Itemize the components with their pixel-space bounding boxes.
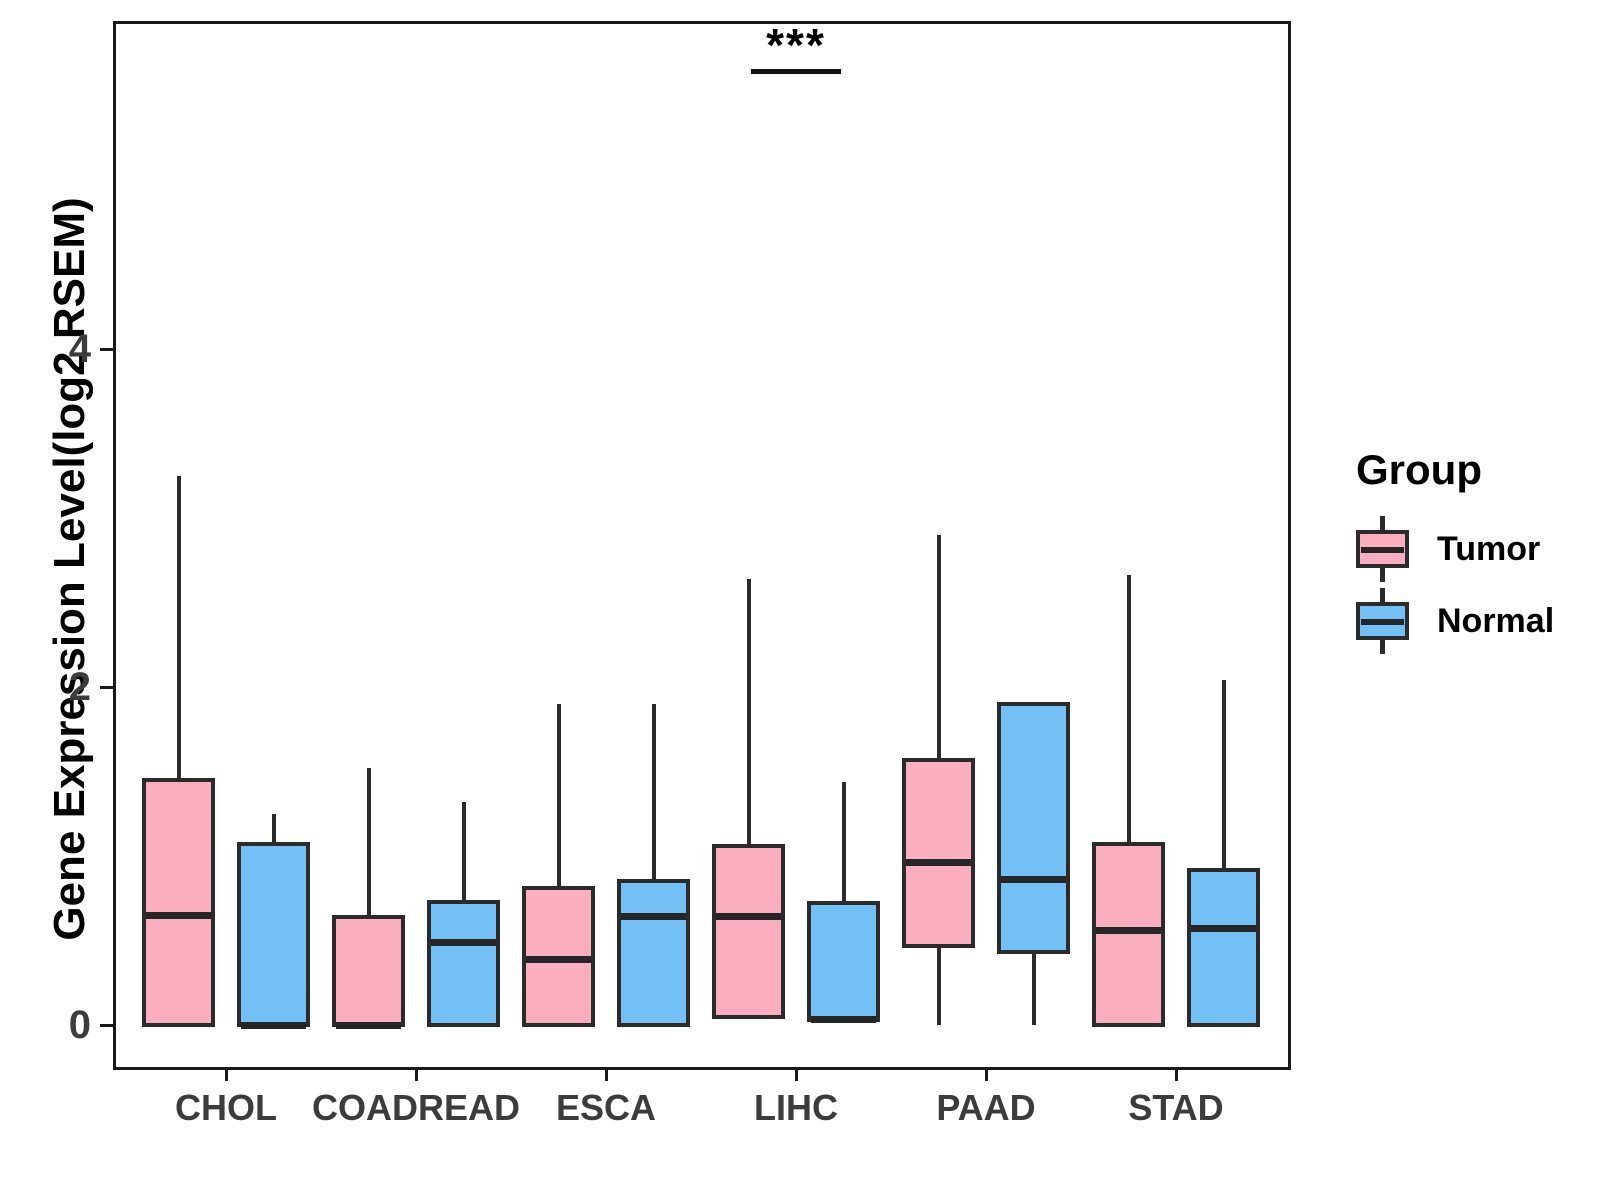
normal-box-CHOL [237,842,310,1027]
tumor-box-CHOL [142,777,215,1027]
y-tick-mark [100,1023,113,1027]
legend-key-median-icon [1361,619,1404,625]
normal-upper-whisker-CHOL [271,813,276,845]
tumor-upper-whisker-CHOL [176,475,181,780]
tumor-upper-whisker-LIHC [746,578,751,846]
normal-upper-whisker-LIHC [841,781,846,904]
significance-stars: *** [766,19,826,71]
tumor-median-LIHC [716,913,781,921]
normal-box-ESCA [617,879,690,1027]
x-tick-label: ESCA [555,1087,657,1128]
tumor-box-PAAD [902,757,975,948]
significance-bar [751,69,841,74]
legend-entry-normal: Normal [1356,588,1554,654]
x-tick-mark [224,1068,228,1081]
x-tick-label: CHOL [175,1087,277,1128]
legend-key-box-icon [1356,602,1409,640]
x-tick-mark [984,1068,988,1081]
tumor-median-COADREAD [336,1021,401,1029]
normal-lower-whisker-PAAD [1031,952,1036,1025]
x-tick-mark [604,1068,608,1081]
x-tick-label: COADREAD [311,1087,520,1128]
x-tick-label: STAD [1128,1087,1224,1128]
legend-label-normal: Normal [1437,601,1555,640]
x-tick-label: LIHC [754,1087,838,1128]
tumor-lower-whisker-PAAD [936,945,941,1025]
normal-box-STAD [1187,867,1260,1027]
tumor-box-COADREAD [332,914,405,1027]
normal-median-PAAD [1001,876,1066,884]
tumor-median-STAD [1096,926,1161,934]
tumor-median-CHOL [146,911,211,919]
normal-box-LIHC [807,901,880,1022]
legend-entry-tumor: Tumor [1356,516,1554,582]
legend-entries: Tumor Normal [1356,516,1554,654]
tumor-box-LIHC [712,843,785,1019]
normal-median-STAD [1191,925,1256,933]
tumor-box-STAD [1092,842,1165,1027]
legend-key-box-icon [1356,530,1409,568]
legend: Group Tumor Normal [1356,446,1554,660]
normal-median-ESCA [621,913,686,921]
tumor-upper-whisker-PAAD [936,534,941,760]
y-tick-mark [100,685,113,689]
x-tick-mark [414,1068,418,1081]
legend-key-normal [1356,588,1409,654]
y-tick-mark [100,347,113,351]
normal-upper-whisker-ESCA [651,703,656,882]
normal-upper-whisker-STAD [1221,680,1226,870]
legend-key-tumor [1356,516,1409,582]
tumor-median-PAAD [906,859,971,867]
y-tick-label: 0 [68,1003,91,1047]
legend-title: Group [1356,446,1482,493]
y-tick-label: 2 [68,665,91,709]
legend-key-median-icon [1361,547,1404,553]
normal-box-COADREAD [427,899,500,1027]
normal-median-COADREAD [431,938,496,946]
tumor-median-ESCA [526,955,591,963]
normal-upper-whisker-COADREAD [461,801,466,902]
legend-label-tumor: Tumor [1437,529,1541,568]
y-tick-label: 4 [68,327,91,371]
x-tick-mark [794,1068,798,1081]
x-tick-mark [1174,1068,1178,1081]
x-tick-label: PAAD [936,1087,1036,1128]
y-axis-title: Gene Expression Level(log2 RSEM) [45,197,94,941]
significance-annotation: *** [736,22,856,74]
tumor-upper-whisker-COADREAD [366,768,371,917]
tumor-upper-whisker-ESCA [556,703,561,889]
normal-box-PAAD [997,701,1070,955]
normal-median-LIHC [811,1016,876,1024]
normal-median-CHOL [241,1021,306,1029]
tumor-upper-whisker-STAD [1126,575,1131,845]
